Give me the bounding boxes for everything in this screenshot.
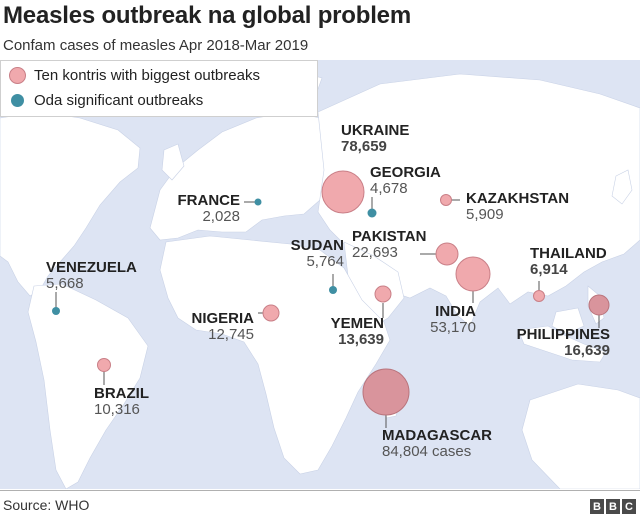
case-count: 53,170 (430, 319, 476, 336)
marker-venezuela (52, 307, 60, 315)
marker-ukraine (321, 170, 365, 214)
label-thailand: THAILAND 6,914 (530, 246, 607, 278)
uk-land (161, 143, 185, 181)
case-count: 10,316 (94, 401, 140, 418)
label-india: INDIA 53,170 (420, 304, 476, 336)
indonesia-land (517, 325, 607, 363)
label-yemen: YEMEN 13,639 (320, 316, 384, 348)
case-count: 5,764 (306, 253, 344, 270)
australia-land (521, 383, 640, 489)
country-name: FRANCE (177, 192, 241, 209)
marker-philippines (588, 294, 610, 316)
label-georgia: GEORGIA 4,678 (370, 165, 441, 197)
bbc-logo: B B C (590, 499, 636, 514)
marker-pakistan (435, 242, 459, 266)
legend-swatch-other (11, 94, 24, 107)
marker-sudan (329, 286, 337, 294)
country-name: GEORGIA (370, 164, 441, 181)
page-title: Measles outbreak na global problem (3, 2, 411, 29)
legend: Ten kontris with biggest outbreaks Oda s… (0, 60, 318, 117)
label-kazakhstan: KAZAKHSTAN 5,909 (466, 191, 569, 223)
label-madagascar: MADAGASCAR 84,804 cases (382, 428, 492, 460)
country-name: MADAGASCAR (382, 427, 492, 444)
country-name: VENEZUELA (46, 259, 137, 276)
country-name: YEMEN (330, 315, 384, 332)
case-count: 12,745 (208, 326, 254, 343)
case-count: 4,678 (370, 180, 408, 197)
country-name: INDIA (435, 303, 476, 320)
case-count: 5,668 (46, 275, 84, 292)
case-count: 6,914 (530, 261, 568, 278)
north-america-land (0, 111, 141, 297)
bbc-logo-block-2: B (606, 499, 620, 514)
africa-land (159, 235, 391, 475)
marker-georgia (367, 208, 377, 218)
country-name: PHILIPPINES (516, 326, 610, 343)
case-count: 78,659 (341, 138, 387, 155)
japan-land (611, 169, 633, 205)
case-count: 84,804 cases (382, 443, 472, 460)
label-venezuela: VENEZUELA 5,668 (46, 260, 137, 292)
legend-item-other: Oda significant outbreaks (9, 92, 203, 109)
page-subtitle: Confam cases of measles Apr 2018-Mar 201… (3, 37, 309, 54)
country-name: KAZAKHSTAN (466, 190, 570, 207)
legend-label-major: Ten kontris with biggest outbreaks (34, 67, 260, 84)
legend-item-major: Ten kontris with biggest outbreaks (9, 67, 260, 84)
marker-nigeria (262, 304, 280, 322)
label-brazil: BRAZIL 10,316 (94, 386, 149, 418)
country-name: BRAZIL (94, 385, 149, 402)
marker-brazil (97, 358, 111, 372)
label-france: FRANCE 2,028 (164, 192, 241, 225)
world-map (0, 60, 640, 489)
country-name: NIGERIA (191, 310, 254, 327)
label-nigeria: NIGERIA 12,745 (180, 311, 254, 343)
marker-thailand (533, 290, 545, 302)
marker-kazakhstan (440, 194, 452, 206)
country-name: PAKISTAN (352, 228, 427, 245)
footer-divider (0, 490, 640, 491)
case-count: 16,639 (564, 342, 610, 359)
country-name: SUDAN (290, 237, 344, 254)
label-pakistan: PAKISTAN 22,693 (352, 229, 426, 261)
south-america-land (27, 283, 149, 489)
case-count: 13,639 (338, 331, 384, 348)
marker-india (455, 256, 491, 292)
label-ukraine: UKRAINE 78,659 (341, 123, 409, 155)
marker-france (254, 198, 262, 206)
label-philippines: PHILIPPINES 16,639 (498, 327, 610, 359)
bbc-logo-block-1: B (590, 499, 604, 514)
legend-swatch-major (9, 67, 26, 84)
label-sudan: SUDAN 5,764 (280, 238, 344, 270)
bbc-logo-block-3: C (622, 499, 636, 514)
country-name: UKRAINE (341, 122, 410, 139)
country-name: THAILAND (530, 245, 607, 262)
marker-madagascar (362, 368, 410, 416)
borneo-land (551, 307, 585, 335)
case-count: 5,909 (466, 206, 504, 223)
legend-label-other: Oda significant outbreaks (34, 92, 204, 109)
case-count: 2,028 (202, 208, 240, 225)
outbreak-markers (52, 170, 610, 416)
source-note: Source: WHO (3, 497, 90, 513)
case-count: 22,693 (352, 244, 398, 261)
marker-yemen (374, 285, 392, 303)
